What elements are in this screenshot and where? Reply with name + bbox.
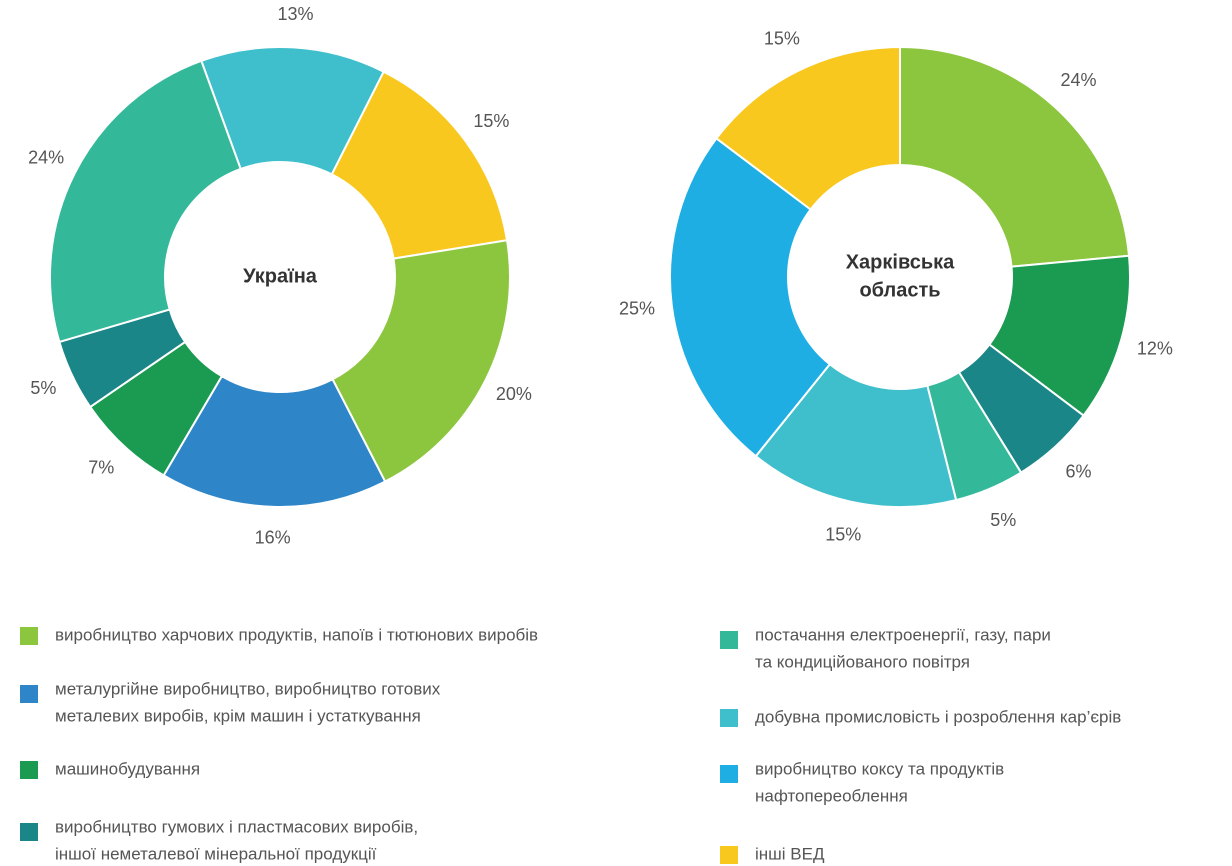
donut-slice (331, 239, 511, 483)
center-label: область (859, 279, 940, 301)
legend-label: інші ВЕД (755, 844, 825, 863)
value-label: 15% (825, 525, 861, 545)
legend-label: машинобудування (55, 759, 200, 778)
legend-swatch (720, 709, 738, 727)
value-label: 5% (30, 378, 56, 398)
legend-label: металургійне виробництво, виробництво го… (55, 679, 441, 698)
legend-label: постачання електроенергії, газу, пари (755, 625, 1051, 644)
legend-label: металевих виробів, крім машин і устаткув… (55, 706, 421, 725)
donut-slice (162, 374, 387, 508)
value-label: 12% (1137, 338, 1173, 358)
legend-label: нафтопереоблення (755, 786, 908, 805)
legend-label: виробництво гумових і пластмасових вироб… (55, 817, 418, 836)
donut-slice (899, 45, 1131, 268)
legend-label: та кондиційованого повітря (755, 652, 970, 671)
legend-swatch (20, 761, 38, 779)
legend-label: добувна промисловість і розроблення кар’… (755, 707, 1121, 726)
value-label: 6% (1066, 462, 1092, 482)
legend-label: виробництво коксу та продуктів (755, 759, 1004, 778)
donut-slice (330, 70, 509, 260)
value-label: 5% (990, 510, 1016, 530)
value-label: 7% (88, 457, 114, 477)
donut-slice (715, 45, 901, 211)
value-label: 13% (278, 4, 314, 24)
donut-slice (49, 59, 242, 344)
value-label: 15% (473, 111, 509, 131)
value-label: 20% (496, 384, 532, 404)
legend-label: виробництво харчових продуктів, напоїв і… (55, 625, 538, 644)
legend-swatch (720, 631, 738, 649)
center-label: Харківська (846, 251, 955, 273)
legend-label: іншої неметалевої мінеральної продукції (55, 844, 377, 863)
donut-slice (754, 362, 958, 508)
value-label: 15% (764, 29, 800, 49)
value-label: 24% (1061, 70, 1097, 90)
donut-slice (669, 136, 832, 458)
legend-swatch (720, 765, 738, 783)
center-label: Україна (243, 265, 318, 287)
legend-swatch (20, 823, 38, 841)
legend-swatch (20, 685, 38, 703)
value-label: 16% (255, 528, 291, 548)
value-label: 24% (28, 148, 64, 168)
value-label: 25% (619, 298, 655, 318)
legend-swatch (720, 846, 738, 864)
legend-swatch (20, 627, 38, 645)
